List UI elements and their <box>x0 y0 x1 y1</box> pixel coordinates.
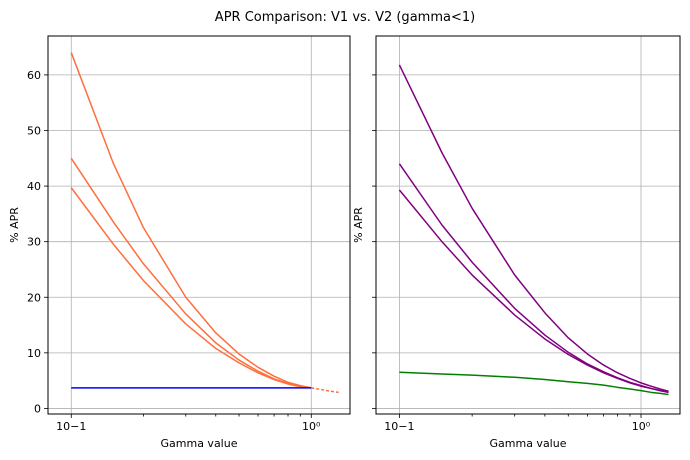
x-tick-label: 10−1 <box>384 420 414 433</box>
x-tick-label: 10⁰ <box>632 420 651 433</box>
x-axis-label: Gamma value <box>161 437 238 450</box>
y-tick-label: 20 <box>27 291 41 304</box>
series-line-5 <box>311 387 339 394</box>
series-line-1 <box>398 64 669 392</box>
series-line-1 <box>70 52 312 389</box>
chart-title: APR Comparison: V1 vs. V2 (gamma<1) <box>215 10 475 25</box>
y-tick-label: 30 <box>27 236 41 249</box>
y-tick-label: 0 <box>34 402 41 415</box>
series-line-2 <box>398 163 669 394</box>
y-tick-label: 40 <box>27 180 41 193</box>
x-axis-label: Gamma value <box>490 437 567 450</box>
plot-frame <box>47 35 351 415</box>
y-tick-label: 60 <box>27 69 41 82</box>
series-line-2 <box>70 157 312 389</box>
y-axis-label: % APR <box>8 207 21 243</box>
x-tick-label: 10−1 <box>56 420 86 433</box>
y-tick-label: 50 <box>27 125 41 138</box>
right-panel: 10−1 10⁰ Gamma value % APR <box>352 35 681 450</box>
plot-frame <box>375 35 681 415</box>
x-tick-label: 10⁰ <box>302 420 321 433</box>
left-panel: 10−1 10⁰ 0 10 20 30 40 50 60 Gamma value % APR <box>8 35 351 450</box>
series-line-4 <box>399 371 669 396</box>
series-line-3 <box>70 187 312 389</box>
y-tick-label: 10 <box>27 347 41 360</box>
series-line-3 <box>398 189 669 394</box>
y-axis-label: % APR <box>352 207 365 243</box>
